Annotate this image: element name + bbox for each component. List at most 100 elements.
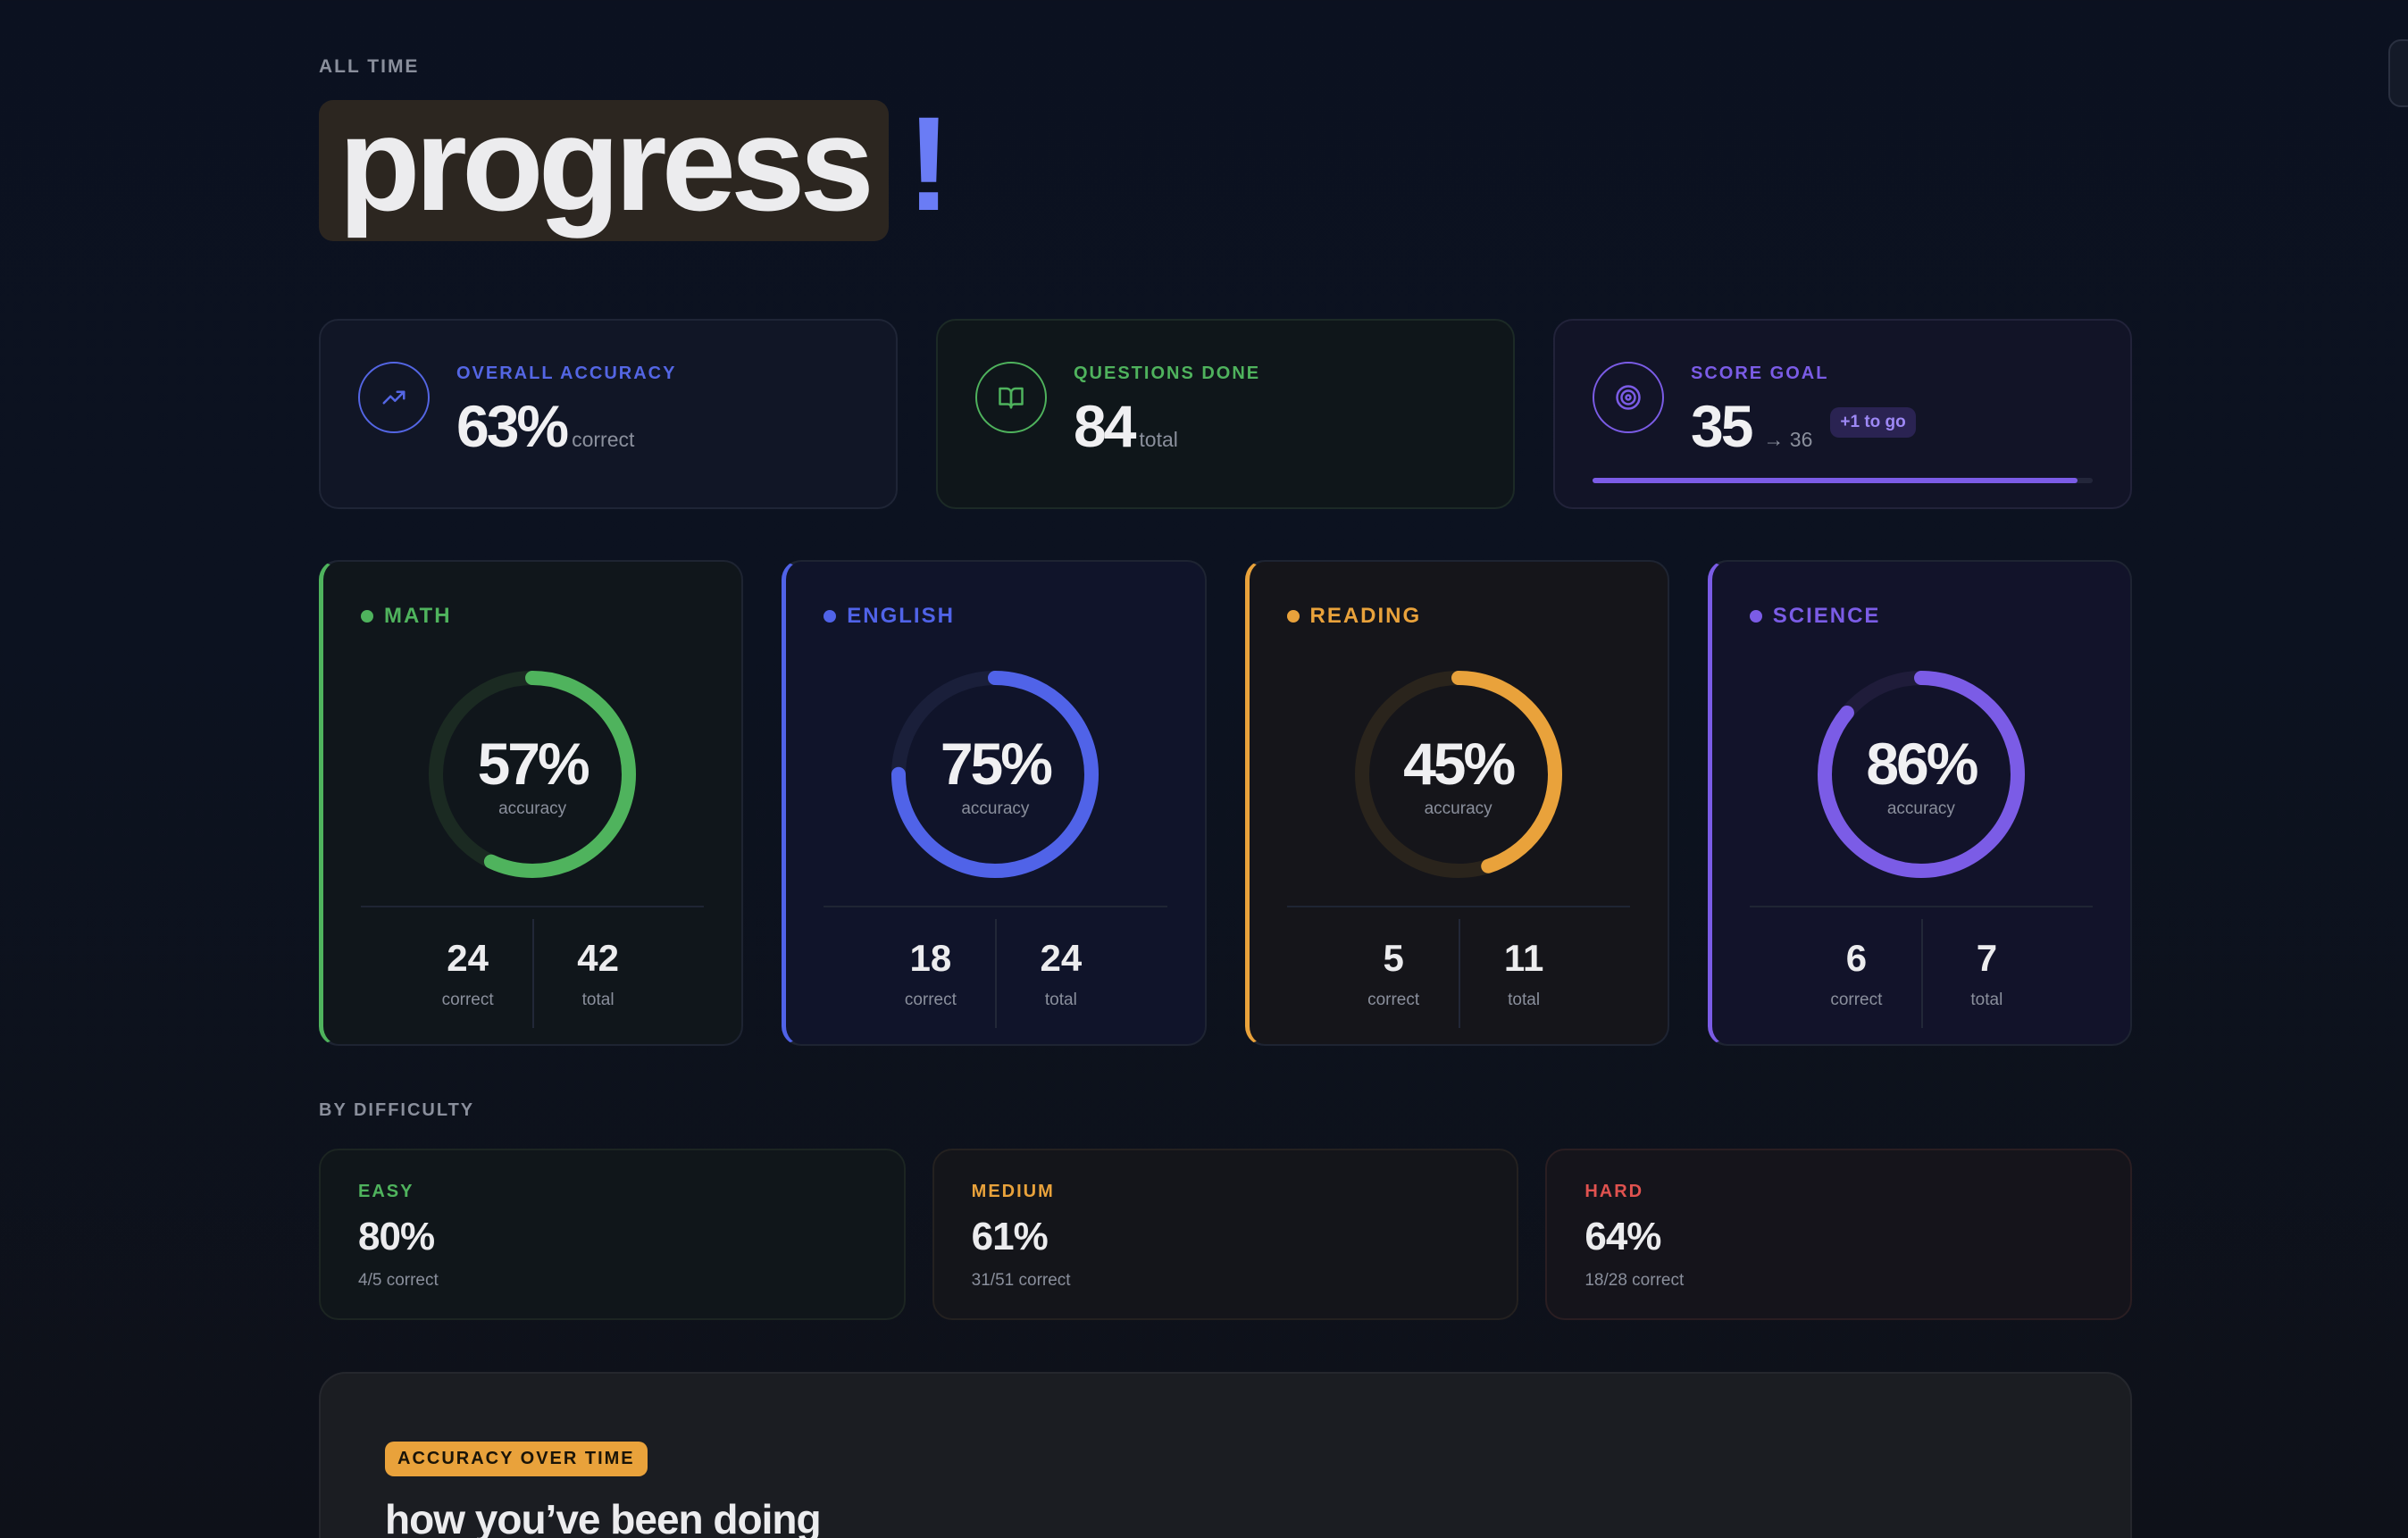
correct-count: 18 correct xyxy=(865,919,995,1028)
correct-count: 5 correct xyxy=(1329,919,1459,1028)
goal-progress-bar xyxy=(1593,478,2093,483)
total-count: 7 total xyxy=(1920,919,2051,1028)
difficulty-percent: 61% xyxy=(971,1215,1049,1258)
correct-label: correct xyxy=(1367,991,1420,1009)
subject-card-math: MATH 57% accuracy 24 correct 42 total xyxy=(319,560,744,1046)
total-label: total xyxy=(1044,991,1077,1009)
subject-header: MATH xyxy=(361,604,452,629)
subject-color-dot xyxy=(361,610,373,623)
subject-header: SCIENCE xyxy=(1749,604,1881,629)
page-title: progress ! xyxy=(319,96,951,241)
divider xyxy=(361,906,705,907)
accuracy-ring: 57% accuracy xyxy=(323,658,741,890)
goal-progress-fill xyxy=(1593,478,2078,483)
accuracy-ring: 75% accuracy xyxy=(786,658,1204,890)
difficulty-card-hard: HARD 64% 18/28 correct xyxy=(1545,1149,2133,1320)
divider xyxy=(824,906,1167,907)
correct-number: 5 xyxy=(1383,937,1404,979)
panel-title: how you’ve been doing xyxy=(385,1496,822,1538)
subject-counts: 5 correct 11 total xyxy=(1250,919,1668,1028)
total-count: 42 total xyxy=(532,919,662,1028)
page-kicker: ALL TIME xyxy=(319,56,420,77)
stat-unit: total xyxy=(1139,428,1178,451)
stat-value-row: 84 total xyxy=(1074,392,1178,460)
questions-done-card: QUESTIONS DONE 84 total xyxy=(936,319,1515,509)
target-icon xyxy=(1593,362,1664,433)
panel-tag: ACCURACY OVER TIME xyxy=(385,1442,648,1476)
summary-stats: OVERALL ACCURACY 63% correct QUESTIONS D… xyxy=(319,319,2132,509)
accuracy-ring-chart xyxy=(1817,671,2025,878)
title-word: progress xyxy=(339,88,874,238)
accuracy-ring-chart xyxy=(1354,671,1562,878)
correct-count: 24 correct xyxy=(403,919,532,1028)
subject-accuracy-percent: 75% xyxy=(940,731,1053,797)
ring-center: 57% accuracy xyxy=(323,730,741,819)
subject-color-dot xyxy=(1286,610,1300,623)
stat-value-row: 63% correct xyxy=(456,392,634,460)
stat-label: SCORE GOAL xyxy=(1691,364,1829,383)
goal-target: → 36 xyxy=(1763,428,1813,451)
correct-number: 6 xyxy=(1845,937,1868,979)
title-punctuation: ! xyxy=(906,88,951,238)
total-number: 7 xyxy=(1976,937,1998,979)
subject-name: READING xyxy=(1309,604,1422,628)
difficulty-heading: BY DIFFICULTY xyxy=(319,1100,475,1120)
total-count: 11 total xyxy=(1458,919,1588,1028)
total-label: total xyxy=(1508,991,1541,1009)
stat-number: 84 xyxy=(1074,393,1136,459)
subject-card-science: SCIENCE 86% accuracy 6 correct 7 total xyxy=(1707,560,2132,1046)
title-highlight: progress xyxy=(319,96,889,241)
correct-label: correct xyxy=(904,991,957,1009)
subject-counts: 24 correct 42 total xyxy=(323,919,741,1028)
difficulty-card-medium: MEDIUM 61% 31/51 correct xyxy=(932,1149,1519,1320)
score-goal-card: SCORE GOAL 35 → 36 +1 to go xyxy=(1553,319,2132,509)
difficulty-card-easy: EASY 80% 4/5 correct xyxy=(319,1149,906,1320)
side-panel-handle[interactable] xyxy=(2388,39,2408,107)
correct-count: 6 correct xyxy=(1792,919,1921,1028)
difficulty-detail: 4/5 correct xyxy=(358,1271,439,1290)
correct-label: correct xyxy=(441,991,494,1009)
correct-label: correct xyxy=(1830,991,1883,1009)
overall-accuracy-card: OVERALL ACCURACY 63% correct xyxy=(319,319,898,509)
subject-color-dot xyxy=(824,610,837,623)
difficulty-detail: 31/51 correct xyxy=(971,1271,1071,1290)
difficulty-cards: EASY 80% 4/5 correct MEDIUM 61% 31/51 co… xyxy=(319,1149,2133,1320)
subject-accuracy-percent: 86% xyxy=(1866,731,1978,797)
subject-name: SCIENCE xyxy=(1772,604,1881,628)
ring-progress xyxy=(1354,671,1562,878)
accuracy-ring: 86% accuracy xyxy=(1712,658,2130,890)
total-number: 24 xyxy=(1040,937,1083,979)
ring-progress xyxy=(429,671,637,878)
difficulty-percent: 64% xyxy=(1584,1215,1661,1258)
accuracy-ring: 45% accuracy xyxy=(1250,658,1668,890)
difficulty-percent: 80% xyxy=(358,1215,435,1258)
subject-accuracy-caption: accuracy xyxy=(1886,799,1955,818)
accuracy-over-time-panel: ACCURACY OVER TIME how you’ve been doing xyxy=(319,1372,2132,1538)
total-label: total xyxy=(581,991,615,1009)
subject-counts: 18 correct 24 total xyxy=(786,919,1204,1028)
ring-center: 75% accuracy xyxy=(786,730,1204,819)
difficulty-label: MEDIUM xyxy=(971,1182,1055,1201)
subject-name: ENGLISH xyxy=(847,604,955,628)
total-label: total xyxy=(1970,991,2003,1009)
correct-number: 18 xyxy=(909,937,952,979)
divider xyxy=(1749,906,2093,907)
total-count: 24 total xyxy=(995,919,1125,1028)
current-score: 35 xyxy=(1691,393,1753,459)
ring-progress xyxy=(891,671,1099,878)
ring-progress xyxy=(1817,671,2025,878)
subject-counts: 6 correct 7 total xyxy=(1712,919,2130,1028)
difficulty-detail: 18/28 correct xyxy=(1584,1271,1685,1290)
stat-unit: correct xyxy=(572,428,635,451)
goal-remaining-badge: +1 to go xyxy=(1830,407,1916,438)
accuracy-ring-chart xyxy=(429,671,637,878)
total-number: 42 xyxy=(577,937,619,979)
subject-accuracy-caption: accuracy xyxy=(961,799,1030,818)
correct-number: 24 xyxy=(447,937,489,979)
subject-card-english: ENGLISH 75% accuracy 18 correct 24 total xyxy=(782,560,1207,1046)
subject-accuracy-caption: accuracy xyxy=(498,799,567,818)
stat-number: 63% xyxy=(456,393,569,459)
ring-center: 45% accuracy xyxy=(1250,730,1668,819)
subject-cards: MATH 57% accuracy 24 correct 42 total xyxy=(319,560,2132,1046)
subject-accuracy-percent: 45% xyxy=(1403,731,1516,797)
